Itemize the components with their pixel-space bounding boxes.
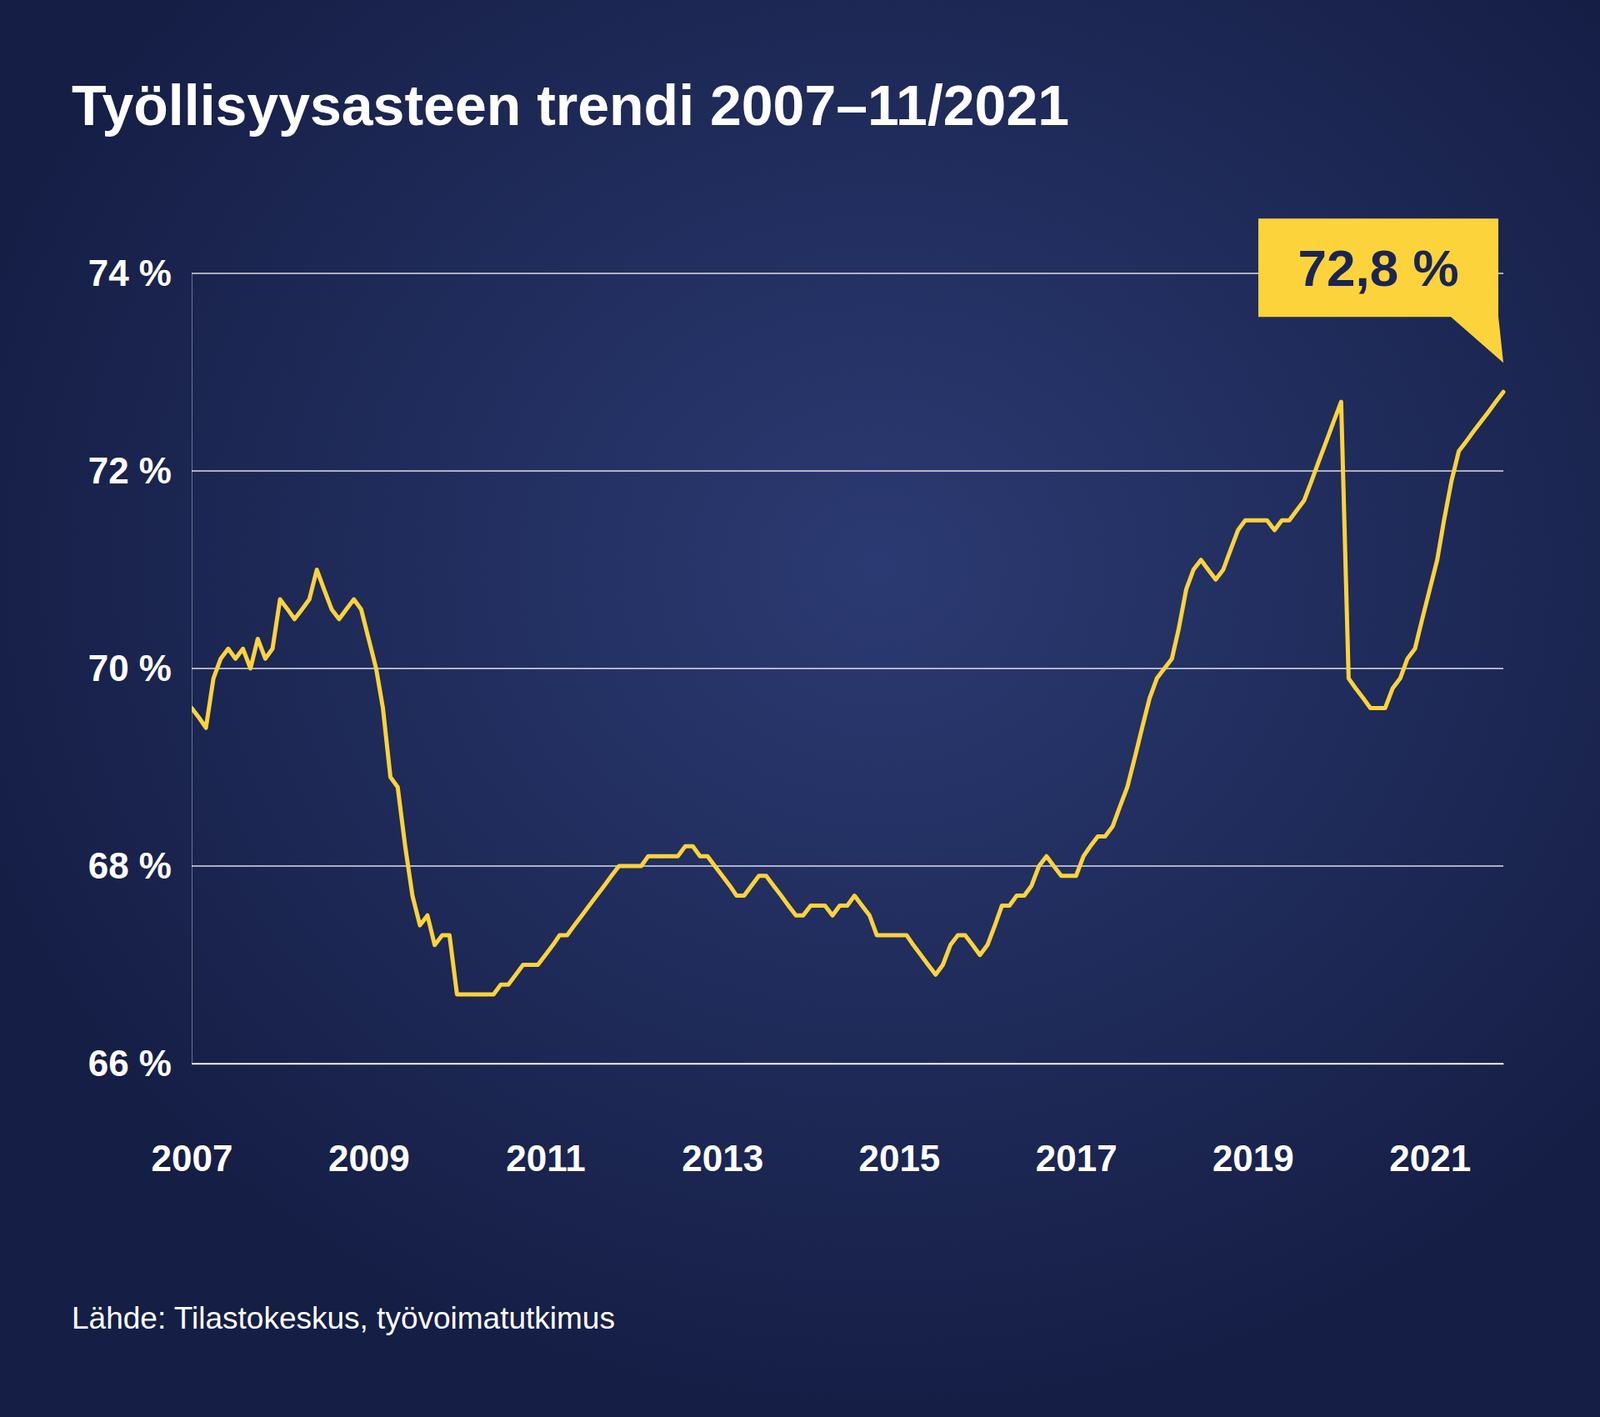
source: Lähde: Tilastokeskus, työvoimatutkimus	[71, 1300, 615, 1335]
x-tick: 2009	[328, 1063, 410, 1179]
x-tick: 2017	[1035, 1063, 1118, 1179]
x-tick-label: 2017	[1035, 1137, 1118, 1179]
line	[191, 391, 1504, 995]
plot-area	[191, 391, 1504, 995]
x-tick-label: 2013	[681, 1137, 764, 1179]
grid	[191, 273, 1504, 1064]
annotation-text: 72,8 %	[1297, 239, 1459, 297]
x-tick-label: 2021	[1389, 1137, 1471, 1179]
x-tick: 2013	[681, 1063, 764, 1179]
y-tick-label: 70 %	[88, 647, 172, 689]
x-tick: 2021	[1389, 1063, 1471, 1179]
grid-line	[191, 865, 1504, 866]
title: Työllisyysasteen trendi 2007–11/2021	[71, 73, 1070, 137]
grid-line	[191, 1062, 1504, 1064]
chart: Työllisyysasteen trendi 2007–11/2021 66 %…	[0, 0, 1600, 1417]
x-tick: 2015	[858, 1063, 940, 1179]
y-tick: 66 %	[88, 1042, 192, 1084]
x-tick-label: 2019	[1212, 1137, 1295, 1179]
annotation-pointer	[1450, 315, 1504, 363]
background	[0, 0, 1600, 1417]
grid-line	[191, 667, 1504, 669]
y-tick: 74 %	[88, 252, 192, 294]
x-tick-label: 2011	[505, 1137, 585, 1179]
x-tick-label: 2009	[328, 1137, 410, 1179]
x-axis: 2007 2009 2011 2013 2015 2017 2019 2021	[151, 1063, 1505, 1179]
x-tick: 2019	[1212, 1063, 1295, 1179]
annotation: 72,8 %	[1258, 218, 1504, 363]
x-tick-label: 2007	[151, 1137, 234, 1179]
annotation-box	[1258, 218, 1499, 317]
x-tick: 2011	[505, 1063, 585, 1179]
x-tick: 2007	[151, 1063, 234, 1179]
y-tick: 70 %	[88, 647, 192, 689]
y-axis-line	[191, 274, 193, 1065]
x-tick-label: 2015	[858, 1137, 940, 1179]
y-tick-label: 72 %	[88, 450, 172, 491]
y-axis: 66 % 68 % 70 % 72 % 74 %	[88, 252, 193, 1084]
y-tick: 68 %	[88, 845, 192, 886]
y-tick-label: 66 %	[88, 1042, 172, 1084]
y-tick: 72 %	[88, 450, 192, 491]
x-axis-line	[192, 1063, 1505, 1065]
y-tick-label: 74 %	[88, 252, 172, 294]
y-tick-label: 68 %	[88, 845, 172, 886]
grid-line	[191, 470, 1504, 471]
